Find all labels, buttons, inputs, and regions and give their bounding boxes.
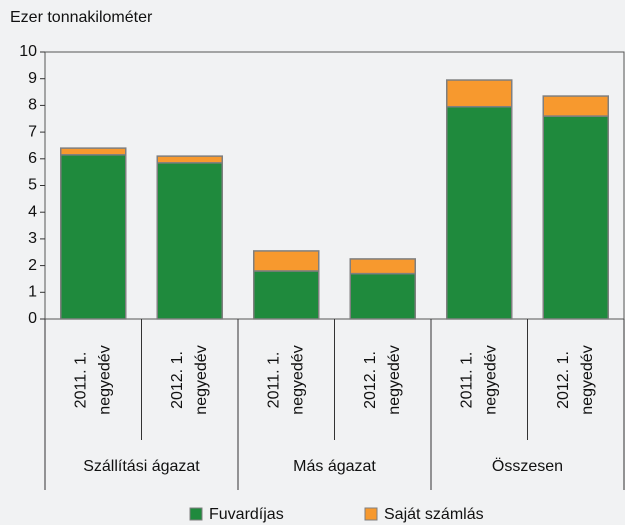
y-tick-label: 5: [28, 177, 37, 194]
group-label: Összesen: [492, 457, 563, 475]
bar-segment: [542, 95, 609, 117]
x-tick-label: 2012. 1.: [555, 351, 572, 409]
y-tick-label: 9: [28, 70, 37, 87]
x-tick-label: 2011. 1.: [265, 352, 282, 409]
group-label: Szállítási ágazat: [83, 458, 200, 475]
x-tick-label: 2012. 1.: [362, 351, 379, 409]
group-label: Más ágazat: [293, 458, 376, 475]
y-tick-label: 1: [28, 284, 37, 301]
y-tick-label: 10: [19, 43, 37, 60]
bar-segment: [542, 115, 609, 320]
y-tick-label: 4: [28, 203, 37, 220]
y-tick-label: 7: [28, 123, 37, 140]
bar-segment: [446, 79, 513, 108]
x-tick-label: 2012. 1.: [169, 351, 186, 409]
y-tick-label: 2: [28, 257, 37, 274]
bar-segment: [349, 258, 416, 275]
bar-segment: [60, 154, 127, 320]
x-tick-label: negyedév: [579, 345, 596, 414]
y-tick-label: 3: [28, 230, 37, 247]
legend-label: Saját számlás: [384, 506, 484, 523]
bar-segment: [446, 105, 513, 320]
bar-segment: [156, 155, 223, 164]
x-tick-label: negyedév: [386, 345, 403, 414]
legend-swatch: [364, 507, 378, 521]
axis-title: Ezer tonnakilométer: [10, 9, 153, 26]
x-tick-label: negyedév: [482, 345, 499, 414]
y-tick-label: 6: [28, 150, 37, 167]
legend-swatch: [189, 507, 203, 521]
bar-segment: [60, 147, 127, 156]
x-tick-label: 2011. 1.: [72, 352, 89, 409]
x-tick-label: negyedév: [289, 345, 306, 414]
plot-area: [44, 51, 625, 320]
x-tick-label: negyedév: [193, 345, 210, 414]
y-tick-label: 8: [28, 97, 37, 114]
bar-segment: [253, 250, 320, 272]
x-tick-label: 2011. 1.: [458, 352, 475, 409]
bar-segment: [253, 270, 320, 320]
bar-segment: [349, 272, 416, 320]
y-tick-label: 0: [28, 310, 37, 327]
x-tick-label: negyedév: [96, 345, 113, 414]
bar-segment: [156, 162, 223, 320]
legend-label: Fuvardíjas: [209, 506, 284, 523]
